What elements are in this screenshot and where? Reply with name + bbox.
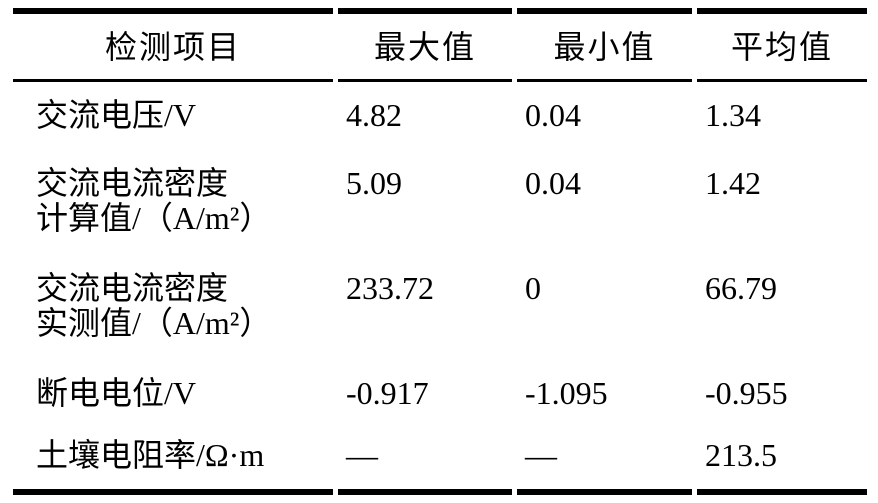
- min-value-cell: 0: [525, 270, 541, 306]
- min-value-cell: —: [517, 424, 692, 495]
- row-label: 土壤电阻率/Ω·m: [13, 424, 333, 495]
- table-row-off-potential: 断电电位/V -0.917 -1.095 -0.955: [13, 362, 867, 424]
- measurement-stats-table: 检测项目 最大值 最小值 平均值 交流电压/V 4.82 0.04 1.34 交…: [8, 8, 872, 495]
- column-header-max: 最大值: [338, 8, 512, 82]
- table-row-ac-voltage: 交流电压/V 4.82 0.04 1.34: [13, 82, 867, 152]
- column-header-avg: 平均值: [697, 8, 867, 82]
- avg-value-cell: -0.955: [705, 375, 788, 411]
- table-row-ac-current-density-measured: 交流电流密度 实测值/（A/m²） 233.72 0 66.79: [13, 257, 867, 362]
- row-label: 交流电压/V: [36, 97, 197, 133]
- avg-value-cell: 1.42: [705, 165, 761, 201]
- min-value-cell: 0.04: [525, 165, 581, 201]
- max-value-cell: 233.72: [346, 270, 434, 306]
- min-value-cell: 0.04: [525, 97, 581, 133]
- max-value-cell: -0.917: [346, 375, 429, 411]
- avg-value-cell: 213.5: [697, 424, 867, 495]
- avg-value-cell: 1.34: [705, 97, 761, 133]
- row-label: 断电电位/V: [36, 375, 197, 411]
- max-value-cell: 4.82: [346, 97, 402, 133]
- table-row-soil-resistivity: 土壤电阻率/Ω·m — — 213.5: [13, 424, 867, 495]
- min-value-cell: -1.095: [525, 375, 608, 411]
- row-label: 交流电流密度 计算值/（A/m²）: [36, 165, 272, 236]
- table-row-ac-current-density-calculated: 交流电流密度 计算值/（A/m²） 5.09 0.04 1.42: [13, 152, 867, 257]
- header-row: 检测项目 最大值 最小值 平均值: [13, 8, 867, 82]
- column-header-item: 检测项目: [13, 8, 333, 82]
- max-value-cell: 5.09: [346, 165, 402, 201]
- row-label: 交流电流密度 实测值/（A/m²）: [36, 270, 272, 341]
- column-header-min: 最小值: [517, 8, 692, 82]
- max-value-cell: —: [338, 424, 512, 495]
- avg-value-cell: 66.79: [705, 270, 777, 306]
